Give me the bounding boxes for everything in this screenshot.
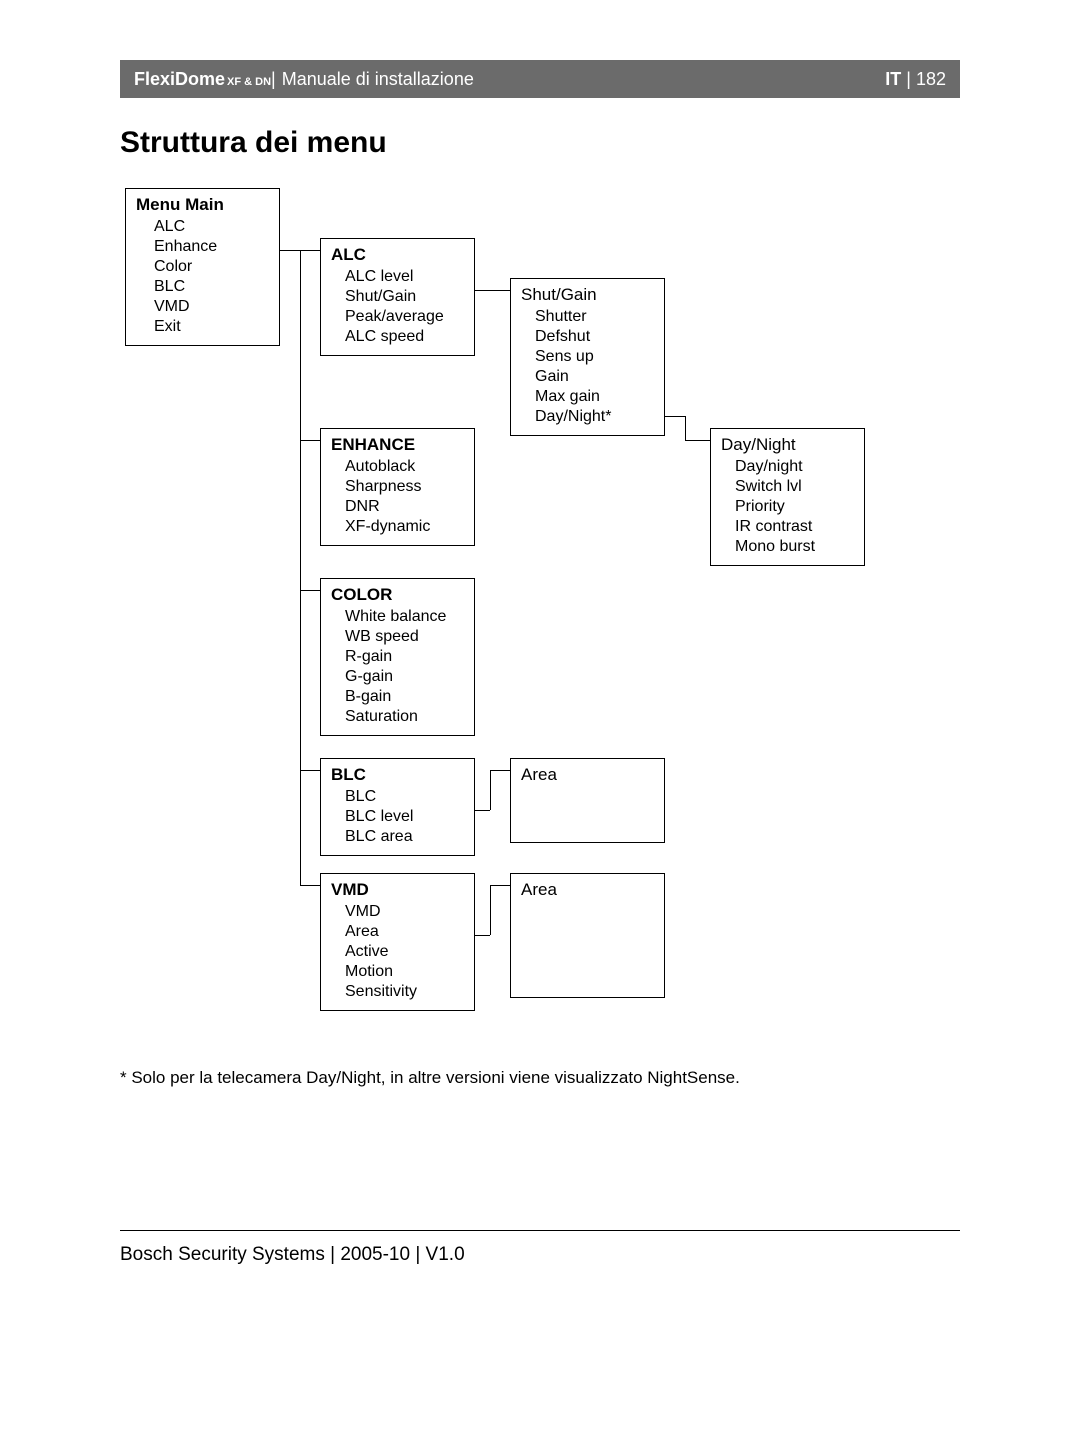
- menu-node-title: Shut/Gain: [521, 285, 654, 305]
- header-separator-right: |: [906, 69, 916, 89]
- connector-line: [475, 290, 510, 291]
- menu-node-title: ENHANCE: [331, 435, 464, 455]
- menu-node-item: Sens up: [521, 347, 654, 367]
- menu-node-item: R-gain: [331, 647, 464, 667]
- menu-node-vmd_area: Area: [510, 873, 665, 998]
- menu-node-title: Day/Night: [721, 435, 854, 455]
- menu-node-item: Max gain: [521, 387, 654, 407]
- menu-node-item: Enhance: [136, 237, 269, 257]
- connector-line: [685, 416, 686, 440]
- connector-line: [490, 885, 491, 935]
- menu-node-item: Shutter: [521, 307, 654, 327]
- menu-node-title: Menu Main: [136, 195, 269, 215]
- header-separator: |: [271, 69, 276, 90]
- header-right: IT | 182: [885, 69, 946, 90]
- menu-node-item: DNR: [331, 497, 464, 517]
- connector-line: [300, 885, 320, 886]
- menu-node-enhance: ENHANCEAutoblackSharpnessDNRXF-dynamic: [320, 428, 475, 546]
- header-subtitle: Manuale di installazione: [282, 69, 474, 90]
- menu-node-item: B-gain: [331, 687, 464, 707]
- menu-node-title: ALC: [331, 245, 464, 265]
- connector-line: [300, 250, 301, 886]
- menu-node-item: Day/Night*: [521, 407, 654, 427]
- menu-node-item: Switch lvl: [721, 477, 854, 497]
- connector-line: [300, 250, 320, 251]
- menu-node-item: Sensitivity: [331, 982, 464, 1002]
- menu-node-item: VMD: [331, 902, 464, 922]
- menu-node-item: Autoblack: [331, 457, 464, 477]
- connector-line: [490, 885, 510, 886]
- brand-superscript: XF & DN: [227, 76, 271, 88]
- menu-node-item: IR contrast: [721, 517, 854, 537]
- menu-tree-diagram: Menu MainALCEnhanceColorBLCVMDExitALCALC…: [120, 188, 960, 1048]
- connector-line: [475, 935, 490, 936]
- menu-node-blc_area: Area: [510, 758, 665, 843]
- menu-node-item: BLC level: [331, 807, 464, 827]
- connector-line: [490, 770, 491, 810]
- menu-node-item: Color: [136, 257, 269, 277]
- menu-node-item: Motion: [331, 962, 464, 982]
- menu-node-item: WB speed: [331, 627, 464, 647]
- menu-node-item: XF-dynamic: [331, 517, 464, 537]
- menu-node-title: BLC: [331, 765, 464, 785]
- menu-node-item: BLC area: [331, 827, 464, 847]
- menu-node-blc: BLCBLCBLC levelBLC area: [320, 758, 475, 856]
- menu-node-item: Sharpness: [331, 477, 464, 497]
- menu-node-item: Peak/average: [331, 307, 464, 327]
- menu-node-shutgain: Shut/GainShutterDefshutSens upGainMax ga…: [510, 278, 665, 436]
- menu-node-item: VMD: [136, 297, 269, 317]
- connector-line: [685, 440, 710, 441]
- menu-node-item: Shut/Gain: [331, 287, 464, 307]
- connector-line: [665, 416, 685, 417]
- menu-node-item: Saturation: [331, 707, 464, 727]
- menu-node-main: Menu MainALCEnhanceColorBLCVMDExit: [125, 188, 280, 346]
- menu-node-item: Active: [331, 942, 464, 962]
- menu-node-item: Gain: [521, 367, 654, 387]
- menu-node-item: White balance: [331, 607, 464, 627]
- menu-node-alc: ALCALC levelShut/GainPeak/averageALC spe…: [320, 238, 475, 356]
- footer-text: Bosch Security Systems | 2005-10 | V1.0: [120, 1244, 465, 1266]
- connector-line: [475, 810, 490, 811]
- menu-node-item: G-gain: [331, 667, 464, 687]
- menu-node-item: Defshut: [521, 327, 654, 347]
- menu-node-item: Area: [331, 922, 464, 942]
- connector-line: [490, 770, 510, 771]
- menu-node-item: Mono burst: [721, 537, 854, 557]
- menu-node-item: BLC: [136, 277, 269, 297]
- menu-node-item: ALC: [136, 217, 269, 237]
- connector-line: [300, 590, 320, 591]
- footer-rule: [120, 1230, 960, 1231]
- footnote: * Solo per la telecamera Day/Night, in a…: [120, 1068, 960, 1088]
- menu-node-title: Area: [521, 765, 654, 785]
- page-title: Struttura dei menu: [120, 126, 960, 160]
- header-left: FlexiDome XF & DN | Manuale di installaz…: [134, 69, 474, 90]
- menu-node-title: VMD: [331, 880, 464, 900]
- menu-node-vmd: VMDVMDAreaActiveMotionSensitivity: [320, 873, 475, 1011]
- brand: FlexiDome: [134, 69, 225, 90]
- connector-line: [300, 440, 320, 441]
- menu-node-title: COLOR: [331, 585, 464, 605]
- menu-node-item: Priority: [721, 497, 854, 517]
- menu-node-daynight: Day/NightDay/nightSwitch lvlPriorityIR c…: [710, 428, 865, 566]
- connector-line: [280, 250, 300, 251]
- connector-line: [300, 770, 320, 771]
- menu-node-item: ALC level: [331, 267, 464, 287]
- menu-node-item: Day/night: [721, 457, 854, 477]
- menu-node-item: Exit: [136, 317, 269, 337]
- header-lang: IT: [885, 69, 901, 89]
- menu-node-item: BLC: [331, 787, 464, 807]
- menu-node-title: Area: [521, 880, 654, 900]
- header-page-number: 182: [916, 69, 946, 89]
- menu-node-item: ALC speed: [331, 327, 464, 347]
- page-header: FlexiDome XF & DN | Manuale di installaz…: [120, 60, 960, 98]
- menu-node-color: COLORWhite balanceWB speedR-gainG-gainB-…: [320, 578, 475, 736]
